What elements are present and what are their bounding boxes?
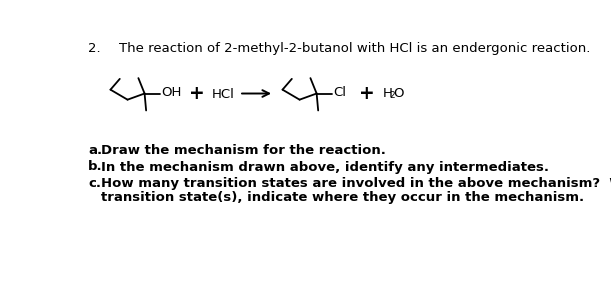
Text: b.: b. xyxy=(88,161,103,173)
Text: c.: c. xyxy=(88,177,101,190)
Text: Draw the mechanism for the reaction.: Draw the mechanism for the reaction. xyxy=(101,144,386,156)
Text: transition state(s), indicate where they occur in the mechanism.: transition state(s), indicate where they… xyxy=(101,191,584,204)
Text: 2.: 2. xyxy=(88,42,101,55)
Text: In the mechanism drawn above, identify any intermediates.: In the mechanism drawn above, identify a… xyxy=(101,161,549,173)
Text: How many transition states are involved in the above mechanism?  Without drawing: How many transition states are involved … xyxy=(101,177,611,190)
Text: HCl: HCl xyxy=(212,88,235,101)
Text: The reaction of 2-methyl-2-butanol with HCl is an endergonic reaction.: The reaction of 2-methyl-2-butanol with … xyxy=(119,42,590,55)
Text: H: H xyxy=(382,87,392,100)
Text: OH: OH xyxy=(161,86,181,99)
Text: a.: a. xyxy=(88,144,102,156)
Text: 2: 2 xyxy=(389,91,395,100)
Text: +: + xyxy=(189,84,204,103)
Text: +: + xyxy=(359,84,375,103)
Text: Cl: Cl xyxy=(333,86,346,99)
Text: O: O xyxy=(393,87,404,100)
